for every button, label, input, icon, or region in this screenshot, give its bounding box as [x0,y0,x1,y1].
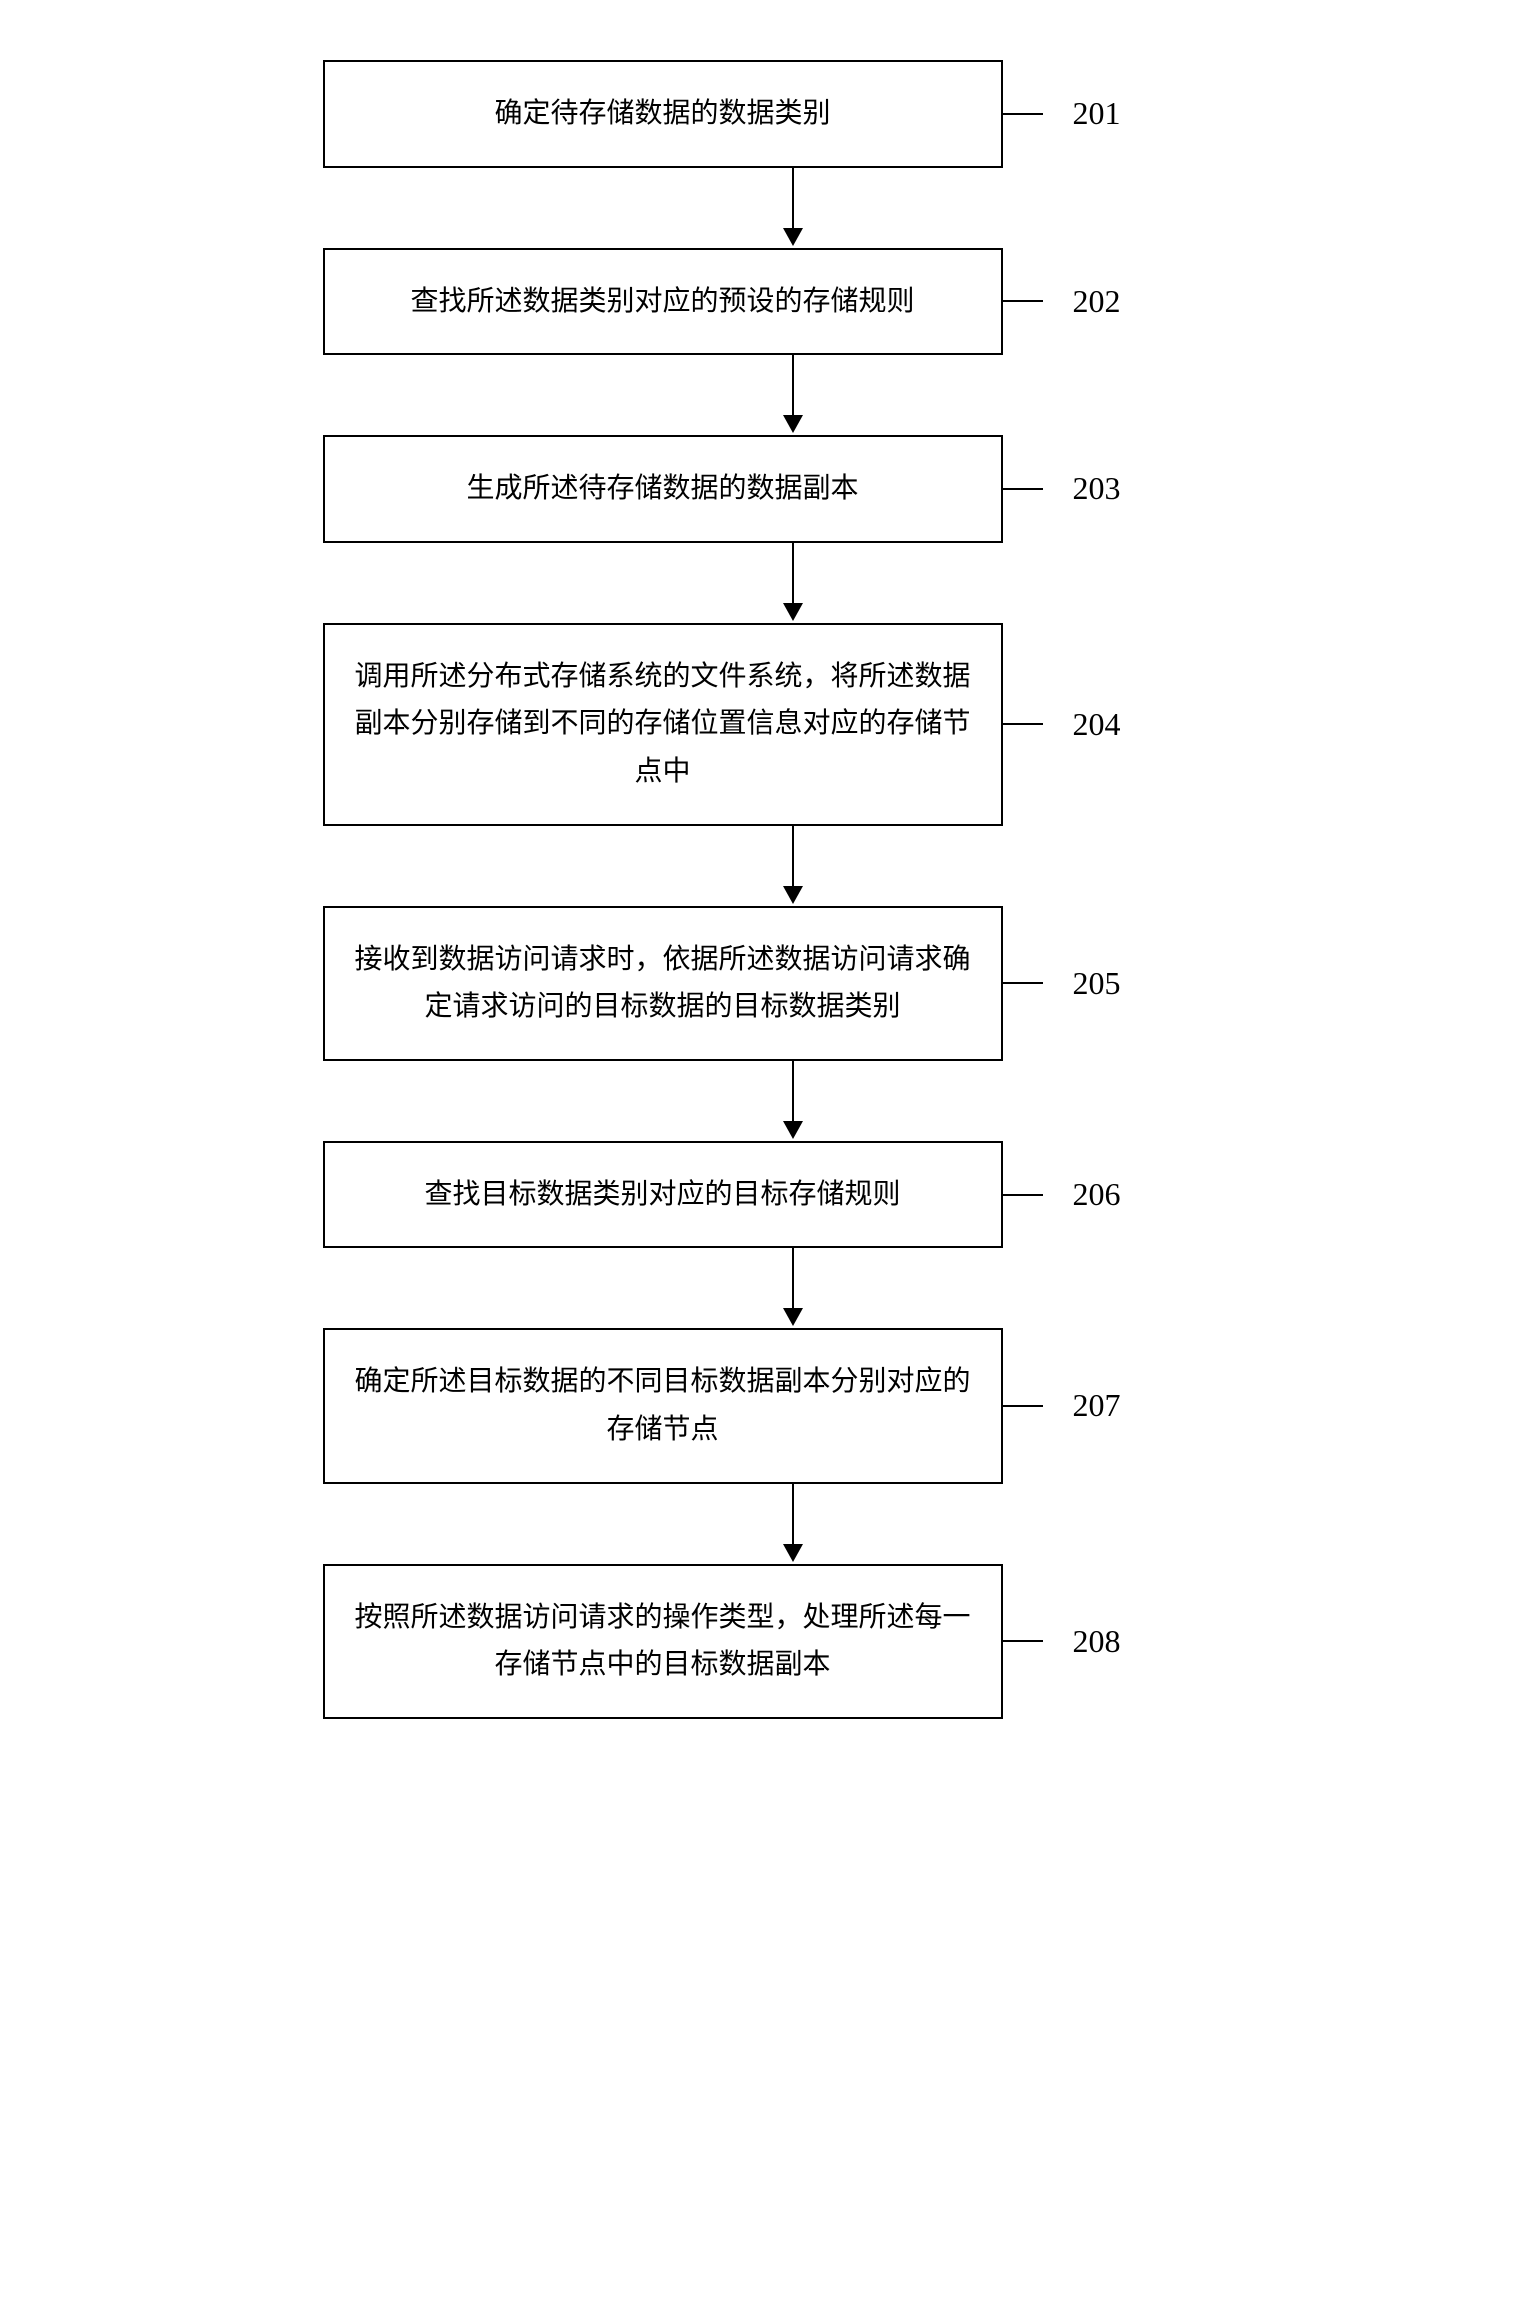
arrow-line [792,1061,794,1121]
arrow-head-icon [783,603,803,621]
step-label: 203 [1073,470,1121,507]
step-row: 按照所述数据访问请求的操作类型，处理所述每一存储节点中的目标数据副本 208 [263,1564,1263,1719]
arrow-line [792,1484,794,1544]
label-connector [1003,1640,1043,1642]
arrow-head-icon [783,1308,803,1326]
label-connector [1003,1405,1043,1407]
label-connector [1003,723,1043,725]
label-connector [1003,1194,1043,1196]
step-text: 接收到数据访问请求时，依据所述数据访问请求确定请求访问的目标数据的目标数据类别 [349,936,977,1031]
step-box-208: 按照所述数据访问请求的操作类型，处理所述每一存储节点中的目标数据副本 [323,1564,1003,1719]
step-box-206: 查找目标数据类别对应的目标存储规则 [323,1141,1003,1249]
step-row: 查找目标数据类别对应的目标存储规则 206 [263,1141,1263,1249]
arrow-line [792,168,794,228]
step-row: 接收到数据访问请求时，依据所述数据访问请求确定请求访问的目标数据的目标数据类别 … [263,906,1263,1061]
arrow [453,543,1133,623]
step-label: 205 [1073,965,1121,1002]
step-text: 查找所述数据类别对应的预设的存储规则 [410,278,914,326]
arrow-line [792,826,794,886]
flowchart-container: 确定待存储数据的数据类别 201 查找所述数据类别对应的预设的存储规则 202 … [263,60,1263,1719]
arrow-head-icon [783,415,803,433]
step-text: 确定待存储数据的数据类别 [494,90,830,138]
arrow-head-icon [783,1544,803,1562]
step-text: 查找目标数据类别对应的目标存储规则 [424,1171,900,1219]
step-text: 按照所述数据访问请求的操作类型，处理所述每一存储节点中的目标数据副本 [349,1594,977,1689]
arrow-head-icon [783,228,803,246]
step-text: 生成所述待存储数据的数据副本 [466,465,858,513]
step-box-201: 确定待存储数据的数据类别 [323,60,1003,168]
step-box-205: 接收到数据访问请求时，依据所述数据访问请求确定请求访问的目标数据的目标数据类别 [323,906,1003,1061]
step-box-207: 确定所述目标数据的不同目标数据副本分别对应的存储节点 [323,1328,1003,1483]
step-row: 调用所述分布式存储系统的文件系统，将所述数据副本分别存储到不同的存储位置信息对应… [263,623,1263,826]
step-label: 202 [1073,283,1121,320]
arrow-head-icon [783,1121,803,1139]
step-box-202: 查找所述数据类别对应的预设的存储规则 [323,248,1003,356]
arrow-line [792,1248,794,1308]
step-label: 208 [1073,1623,1121,1660]
step-row: 确定待存储数据的数据类别 201 [263,60,1263,168]
arrow [453,1484,1133,1564]
label-connector [1003,113,1043,115]
arrow-head-icon [783,886,803,904]
arrow [453,168,1133,248]
arrow [453,1061,1133,1141]
label-connector [1003,300,1043,302]
arrow-line [792,543,794,603]
step-label: 207 [1073,1387,1121,1424]
step-row: 查找所述数据类别对应的预设的存储规则 202 [263,248,1263,356]
step-box-203: 生成所述待存储数据的数据副本 [323,435,1003,543]
step-row: 生成所述待存储数据的数据副本 203 [263,435,1263,543]
step-label: 206 [1073,1176,1121,1213]
step-row: 确定所述目标数据的不同目标数据副本分别对应的存储节点 207 [263,1328,1263,1483]
label-connector [1003,982,1043,984]
step-text: 调用所述分布式存储系统的文件系统，将所述数据副本分别存储到不同的存储位置信息对应… [349,653,977,796]
arrow [453,1248,1133,1328]
arrow-line [792,355,794,415]
step-label: 201 [1073,95,1121,132]
step-text: 确定所述目标数据的不同目标数据副本分别对应的存储节点 [349,1358,977,1453]
step-label: 204 [1073,706,1121,743]
label-connector [1003,488,1043,490]
arrow [453,826,1133,906]
step-box-204: 调用所述分布式存储系统的文件系统，将所述数据副本分别存储到不同的存储位置信息对应… [323,623,1003,826]
arrow [453,355,1133,435]
